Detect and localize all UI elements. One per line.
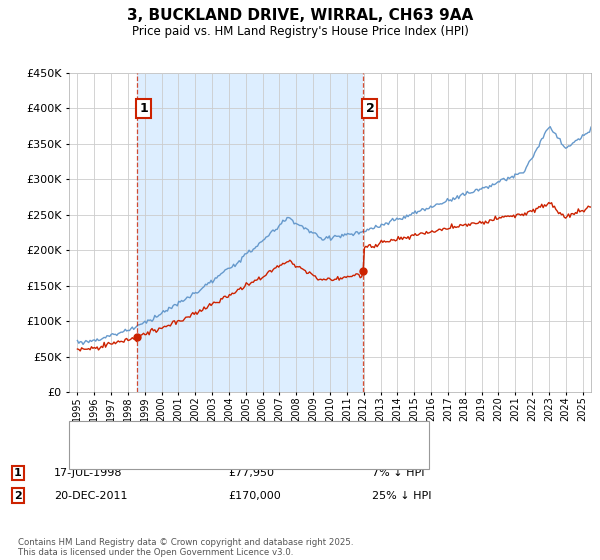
Text: 2: 2 [365, 102, 374, 115]
Text: HPI: Average price, detached house, Wirral: HPI: Average price, detached house, Wirr… [117, 450, 341, 460]
Text: 1: 1 [140, 102, 148, 115]
Text: 3, BUCKLAND DRIVE, WIRRAL, CH63 9AA: 3, BUCKLAND DRIVE, WIRRAL, CH63 9AA [127, 8, 473, 24]
Text: Contains HM Land Registry data © Crown copyright and database right 2025.
This d: Contains HM Land Registry data © Crown c… [18, 538, 353, 557]
Text: 7% ↓ HPI: 7% ↓ HPI [372, 468, 425, 478]
Text: 25% ↓ HPI: 25% ↓ HPI [372, 491, 431, 501]
Text: 3, BUCKLAND DRIVE, WIRRAL, CH63 9AA (detached house): 3, BUCKLAND DRIVE, WIRRAL, CH63 9AA (det… [117, 430, 424, 440]
Text: £77,950: £77,950 [228, 468, 274, 478]
Text: Price paid vs. HM Land Registry's House Price Index (HPI): Price paid vs. HM Land Registry's House … [131, 25, 469, 38]
Bar [137, 73, 363, 392]
Text: 1: 1 [14, 468, 22, 478]
Text: 20-DEC-2011: 20-DEC-2011 [54, 491, 128, 501]
Text: 2: 2 [14, 491, 22, 501]
Text: 17-JUL-1998: 17-JUL-1998 [54, 468, 122, 478]
Text: £170,000: £170,000 [228, 491, 281, 501]
